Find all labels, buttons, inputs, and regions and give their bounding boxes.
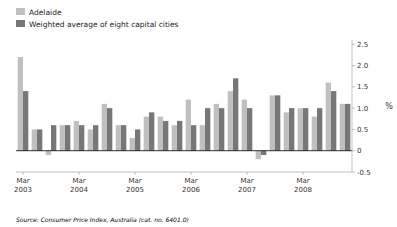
bar	[303, 108, 308, 151]
bar	[60, 125, 65, 151]
bar	[135, 129, 140, 150]
bar	[65, 125, 70, 151]
bar	[242, 100, 247, 151]
y-tick	[352, 150, 355, 151]
bar	[331, 91, 336, 151]
bar	[37, 129, 42, 150]
bar	[256, 151, 261, 160]
y-axis-line	[352, 40, 353, 172]
bar	[205, 108, 210, 151]
bar	[191, 125, 196, 151]
legend-swatch	[16, 8, 25, 15]
bar	[200, 125, 205, 151]
bar	[312, 117, 317, 151]
bar	[93, 125, 98, 151]
legend-label: Weighted average of eight capital cities	[29, 20, 179, 29]
bar	[130, 138, 135, 151]
bar	[284, 112, 289, 150]
y-tick	[352, 65, 355, 66]
bar	[18, 57, 23, 151]
bar	[121, 125, 126, 151]
bar	[172, 125, 177, 151]
bar	[275, 95, 280, 150]
bar	[219, 108, 224, 151]
bar	[298, 108, 303, 151]
bar	[102, 104, 107, 151]
bar	[289, 108, 294, 151]
bar	[74, 121, 79, 151]
bar	[340, 104, 345, 151]
y-tick	[352, 86, 355, 87]
y-tick-label: 1.5	[357, 83, 368, 91]
chart: -0.5 0 0.5 1.0 1.5 2.0 2.5% Mar2003 Mar2004 Mar20…	[0, 0, 397, 227]
bar	[317, 108, 322, 151]
bar	[88, 129, 93, 150]
x-tick	[23, 172, 24, 175]
bar	[149, 112, 154, 150]
y-tick	[352, 172, 355, 173]
bar	[144, 117, 149, 151]
y-tick-label: 0	[357, 147, 361, 155]
bar	[46, 151, 51, 155]
y-tick	[352, 44, 355, 45]
source-note: Source: Consumer Price Index, Australia …	[16, 216, 189, 223]
bar	[261, 151, 266, 155]
bar	[79, 125, 84, 151]
x-axis-line	[16, 172, 352, 173]
bar	[270, 95, 275, 150]
x-tick	[303, 172, 304, 175]
bar	[233, 78, 238, 150]
bar	[51, 125, 56, 151]
x-tick	[191, 172, 192, 175]
bar	[116, 125, 121, 151]
bar	[247, 108, 252, 151]
x-tick-label: Mar2004	[70, 177, 88, 194]
legend-label: Adelaide	[29, 8, 62, 17]
x-tick	[247, 172, 248, 175]
y-tick	[352, 129, 355, 130]
x-tick-label: Mar2005	[126, 177, 144, 194]
bar	[214, 104, 219, 151]
bar	[158, 117, 163, 151]
bar	[345, 104, 350, 151]
x-tick-label: Mar2003	[14, 177, 32, 194]
y-tick-label: 2.5	[357, 41, 368, 49]
y-tick-label: 2.0	[357, 62, 368, 70]
bar	[107, 108, 112, 151]
x-tick-label: Mar2007	[238, 177, 256, 194]
y-tick-label: 1.0	[357, 105, 368, 113]
bar	[228, 91, 233, 151]
x-tick	[79, 172, 80, 175]
bar	[326, 83, 331, 151]
x-tick	[135, 172, 136, 175]
x-tick-label: Mar2006	[182, 177, 200, 194]
bar	[23, 91, 28, 151]
y-tick	[352, 108, 355, 109]
bars	[18, 57, 351, 159]
y-axis-label: %	[385, 102, 393, 111]
x-tick-label: Mar2008	[294, 177, 312, 194]
y-tick-label: 0.5	[357, 126, 368, 134]
bar	[32, 129, 37, 150]
bar	[186, 100, 191, 151]
legend-swatch	[16, 20, 25, 27]
bar	[163, 121, 168, 151]
bar	[177, 121, 182, 151]
y-tick-label: -0.5	[357, 169, 371, 177]
zero-line	[16, 150, 352, 151]
